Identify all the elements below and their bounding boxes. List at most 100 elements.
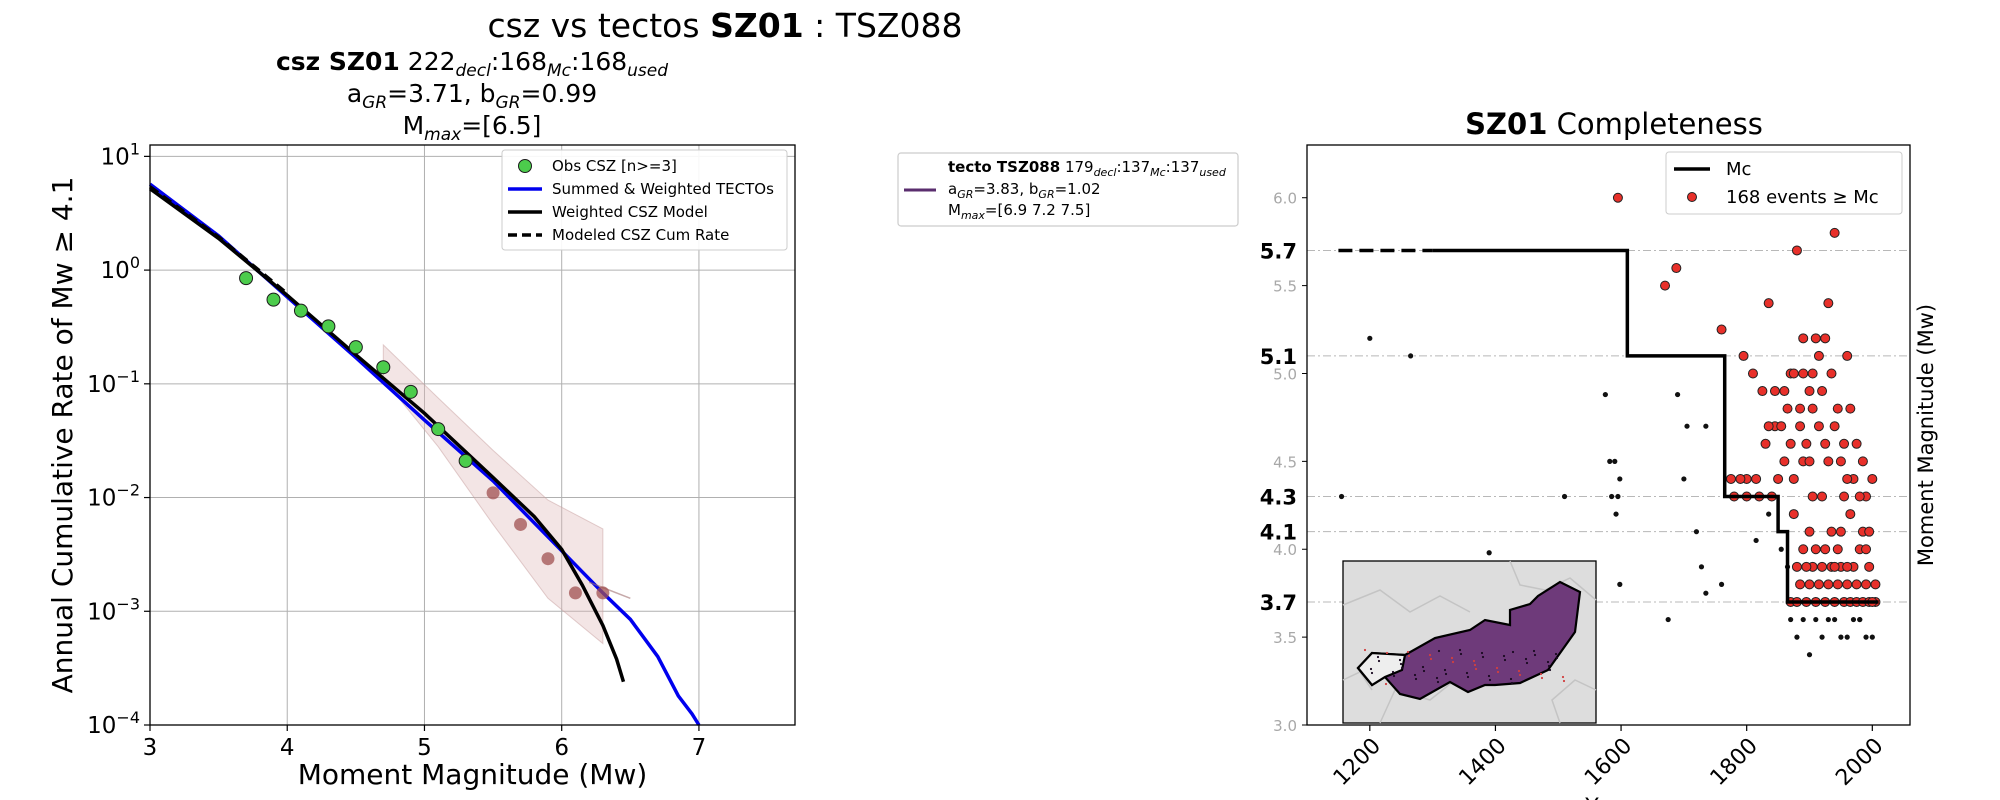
data-point	[321, 319, 336, 334]
event-above-mc	[1763, 298, 1774, 309]
y-tick-label: 4.5	[1273, 453, 1297, 471]
inset-event	[1376, 655, 1380, 659]
y-tick-label: 10−2	[87, 481, 140, 512]
event-below-mc	[1561, 493, 1568, 500]
event-above-mc	[1791, 561, 1802, 572]
event-below-mc	[1788, 616, 1794, 623]
completeness-chart: 3.0 3.5 4.0 4.5 5.0 5.5 6.0 3.7 4.1 4.3 5.1 5.7 1200…	[1260, 144, 1938, 800]
event-above-mc	[1810, 333, 1821, 344]
svg-text:aGR=3.83, bGR=1.02: aGR=3.83, bGR=1.02	[948, 180, 1101, 201]
event-above-mc	[1785, 438, 1796, 449]
event-below-mc	[1844, 634, 1850, 640]
inset-event	[1414, 677, 1418, 681]
event-above-mc	[1798, 333, 1809, 344]
event-above-mc	[1751, 473, 1762, 484]
event-above-mc	[1804, 579, 1815, 590]
event-above-mc	[1842, 579, 1853, 590]
y-tick-label: 10−4	[87, 708, 140, 739]
svg-text:Mmax=[6.9 7.2 7.5]: Mmax=[6.9 7.2 7.5]	[948, 201, 1090, 222]
inset-event	[1466, 675, 1470, 679]
event-above-mc	[1779, 386, 1790, 397]
event-above-mc	[1813, 350, 1824, 361]
series-4-line	[148, 185, 289, 296]
inset-event	[1518, 673, 1522, 677]
event-below-mc	[1613, 511, 1619, 517]
y-tick-label: 101	[101, 139, 140, 170]
y-tick-label: 3.5	[1273, 629, 1297, 647]
right-legend: Mc 168 events ≥ Mc	[1665, 151, 1903, 215]
y-tick-label: 3.0	[1273, 717, 1297, 735]
event-above-mc	[1842, 561, 1853, 572]
event-above-mc	[1832, 579, 1843, 590]
event-below-mc	[1794, 634, 1800, 640]
inset-event	[1459, 652, 1463, 656]
inset-event	[1377, 659, 1381, 663]
event-above-mc	[1857, 456, 1868, 467]
x-tick-label: 1400	[1454, 734, 1511, 791]
inset-event	[1548, 668, 1552, 672]
inset-event	[1422, 669, 1426, 673]
event-above-mc	[1760, 438, 1771, 449]
event-above-mc	[1757, 386, 1768, 397]
event-below-mc	[1718, 581, 1725, 587]
tecto-legend-name: tecto TSZ088	[948, 158, 1060, 176]
event-above-mc	[1851, 579, 1862, 590]
rate-tail-line	[588, 581, 631, 600]
event-above-mc	[1791, 245, 1802, 256]
inset-event	[1525, 661, 1529, 665]
inset-event	[1472, 659, 1476, 663]
legend-marker	[518, 159, 532, 173]
inset-event	[1437, 649, 1441, 653]
inset-event	[1547, 664, 1551, 668]
event-above-mc	[1612, 192, 1623, 203]
data-point	[293, 303, 308, 318]
figure-title: csz vs tectos SZ01 : TSZ088	[488, 6, 963, 45]
x-tick-label: 2000	[1831, 734, 1888, 791]
inset-zone-west	[1356, 651, 1407, 687]
inset-event	[1428, 653, 1432, 657]
event-below-mc	[1338, 493, 1345, 500]
inset-event	[1488, 678, 1492, 682]
event-above-mc	[1861, 544, 1872, 555]
inset-event	[1435, 676, 1439, 680]
x-tick-label: 6	[554, 735, 569, 761]
event-above-mc	[1804, 386, 1815, 397]
inset-event	[1503, 658, 1507, 662]
legend-marker	[1687, 192, 1697, 202]
event-below-mc	[1832, 616, 1838, 623]
event-below-mc	[1850, 616, 1857, 623]
data-point	[596, 586, 610, 600]
event-above-mc	[1671, 263, 1682, 274]
event-above-mc	[1807, 368, 1818, 379]
mc-level-label: 4.1	[1260, 521, 1297, 545]
event-above-mc	[1782, 403, 1793, 414]
event-above-mc	[1864, 526, 1875, 537]
inset-event	[1561, 675, 1565, 679]
x-tick-label: 1200	[1329, 734, 1386, 791]
event-above-mc	[1763, 421, 1774, 432]
data-point	[431, 422, 446, 437]
y-tick-label: 100	[101, 253, 140, 284]
data-point	[486, 486, 500, 500]
event-below-mc	[1609, 493, 1615, 500]
legend-label: 168 events ≥ Mc	[1726, 187, 1879, 208]
x-tick-label: 1600	[1580, 734, 1637, 791]
event-above-mc	[1788, 368, 1799, 379]
event-above-mc	[1776, 421, 1787, 432]
event-above-mc	[1835, 456, 1846, 467]
tecto-legend: tecto TSZ088 179decl:137Mc:137used aGR=3…	[897, 152, 1239, 227]
inset-border	[1509, 560, 1597, 601]
inset-event	[1444, 672, 1448, 676]
inset-event	[1400, 666, 1404, 670]
left-legend: Obs CSZ [n>=3] Summed & Weighted TECTOs We…	[501, 149, 788, 251]
inset-event	[1450, 656, 1454, 660]
inset-zone-polygon	[1356, 580, 1582, 701]
inset-event	[1509, 677, 1513, 681]
svg-text:tecto TSZ088 179decl:137Mc:137: tecto TSZ088 179decl:137Mc:137used	[948, 158, 1227, 179]
inset-event	[1384, 682, 1388, 686]
inset-event	[1539, 672, 1543, 676]
event-above-mc	[1832, 544, 1843, 555]
event-above-mc	[1807, 403, 1818, 414]
inset-event	[1443, 668, 1447, 672]
inset-event	[1398, 658, 1402, 662]
